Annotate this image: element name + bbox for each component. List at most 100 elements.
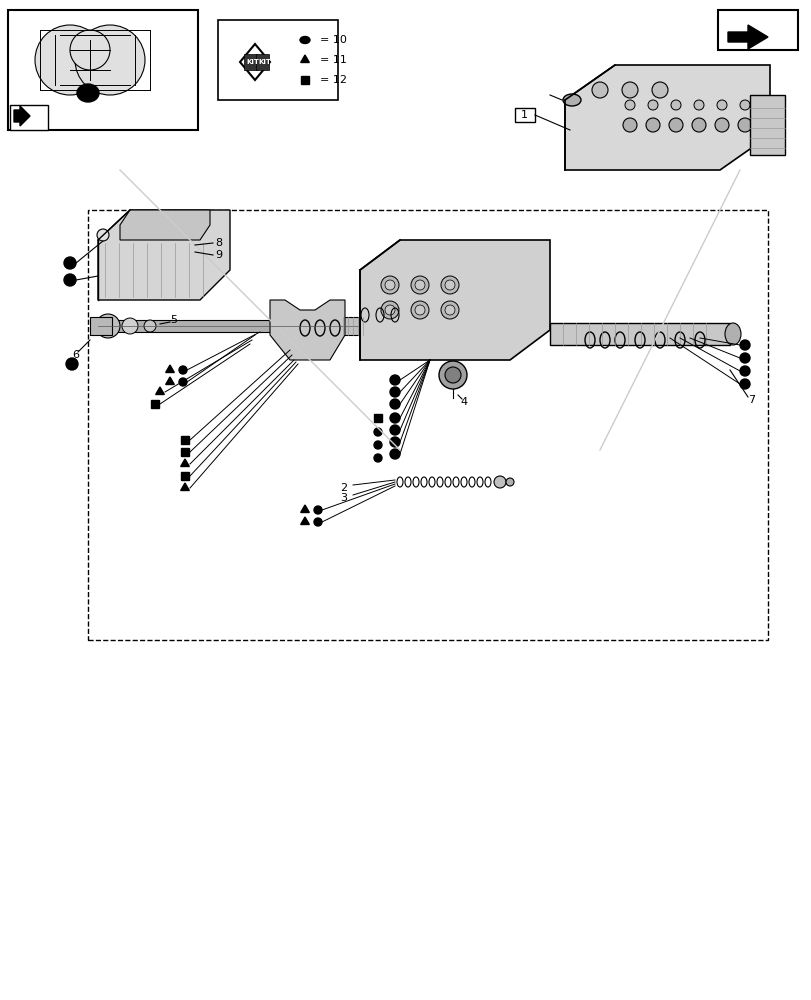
Polygon shape — [14, 106, 30, 126]
Circle shape — [374, 441, 381, 449]
Circle shape — [444, 367, 461, 383]
Ellipse shape — [562, 94, 581, 106]
Bar — [181, 436, 189, 444]
Bar — [151, 400, 159, 408]
Text: 1: 1 — [521, 110, 527, 120]
Text: 3: 3 — [340, 493, 346, 503]
Text: 6: 6 — [72, 350, 79, 360]
Ellipse shape — [299, 37, 310, 44]
Circle shape — [691, 118, 705, 132]
Polygon shape — [300, 55, 309, 63]
Bar — [549, 323, 729, 345]
Bar — [98, 320, 358, 332]
Bar — [749, 95, 784, 155]
Bar — [717, 10, 797, 50]
Polygon shape — [120, 210, 210, 240]
Circle shape — [439, 361, 466, 389]
Polygon shape — [300, 505, 309, 512]
Circle shape — [647, 100, 657, 110]
Text: 8: 8 — [215, 238, 222, 248]
Text: = 10: = 10 — [320, 35, 346, 45]
Circle shape — [739, 100, 749, 110]
Circle shape — [64, 257, 76, 269]
Circle shape — [624, 100, 634, 110]
Circle shape — [178, 366, 187, 374]
Circle shape — [389, 387, 400, 397]
Circle shape — [693, 100, 703, 110]
Circle shape — [144, 320, 156, 332]
Circle shape — [622, 118, 636, 132]
Text: KIT: KIT — [246, 59, 259, 65]
Bar — [10, 105, 48, 130]
Ellipse shape — [81, 88, 95, 99]
Circle shape — [440, 301, 458, 319]
Bar — [90, 317, 112, 335]
Text: 9: 9 — [215, 250, 222, 260]
Circle shape — [440, 276, 458, 294]
Polygon shape — [180, 483, 189, 490]
Circle shape — [380, 276, 398, 294]
Bar — [217, 20, 337, 100]
Circle shape — [591, 82, 607, 98]
Text: 4: 4 — [460, 397, 466, 407]
Bar — [374, 414, 381, 422]
Circle shape — [70, 30, 109, 70]
Polygon shape — [270, 300, 345, 360]
Text: 7: 7 — [747, 395, 754, 405]
Bar — [243, 54, 257, 70]
Circle shape — [444, 280, 454, 290]
Polygon shape — [727, 25, 767, 49]
Polygon shape — [180, 459, 189, 466]
Bar — [181, 472, 189, 480]
Circle shape — [505, 478, 513, 486]
Text: 2: 2 — [340, 483, 346, 493]
Circle shape — [714, 118, 728, 132]
Bar — [88, 210, 767, 640]
Circle shape — [737, 118, 751, 132]
Circle shape — [380, 301, 398, 319]
Circle shape — [651, 82, 667, 98]
Circle shape — [414, 280, 424, 290]
Circle shape — [97, 229, 109, 241]
Circle shape — [64, 274, 76, 286]
Circle shape — [389, 413, 400, 423]
Ellipse shape — [724, 323, 740, 345]
Bar — [514, 108, 534, 122]
Polygon shape — [564, 65, 769, 170]
Text: = 11: = 11 — [320, 55, 346, 65]
Circle shape — [389, 437, 400, 447]
Circle shape — [314, 518, 322, 526]
Circle shape — [389, 449, 400, 459]
Text: 5: 5 — [169, 315, 177, 325]
Circle shape — [646, 118, 659, 132]
Circle shape — [716, 100, 726, 110]
Circle shape — [178, 378, 187, 386]
Bar — [301, 76, 309, 84]
Ellipse shape — [77, 84, 99, 102]
Circle shape — [670, 100, 680, 110]
Circle shape — [668, 118, 682, 132]
Circle shape — [75, 25, 145, 95]
Circle shape — [384, 280, 394, 290]
Polygon shape — [156, 387, 164, 394]
Circle shape — [389, 425, 400, 435]
Circle shape — [621, 82, 637, 98]
Polygon shape — [165, 365, 174, 372]
Polygon shape — [240, 44, 270, 80]
Circle shape — [384, 305, 394, 315]
Circle shape — [739, 379, 749, 389]
Circle shape — [410, 276, 428, 294]
Polygon shape — [300, 517, 309, 524]
Text: KIT: KIT — [258, 59, 271, 65]
Circle shape — [739, 366, 749, 376]
Polygon shape — [165, 377, 174, 384]
Circle shape — [96, 314, 120, 338]
Bar — [8, 10, 198, 130]
Circle shape — [374, 454, 381, 462]
Bar — [255, 54, 268, 70]
Circle shape — [493, 476, 505, 488]
Circle shape — [739, 353, 749, 363]
Circle shape — [374, 428, 381, 436]
Circle shape — [66, 358, 78, 370]
Circle shape — [122, 318, 138, 334]
